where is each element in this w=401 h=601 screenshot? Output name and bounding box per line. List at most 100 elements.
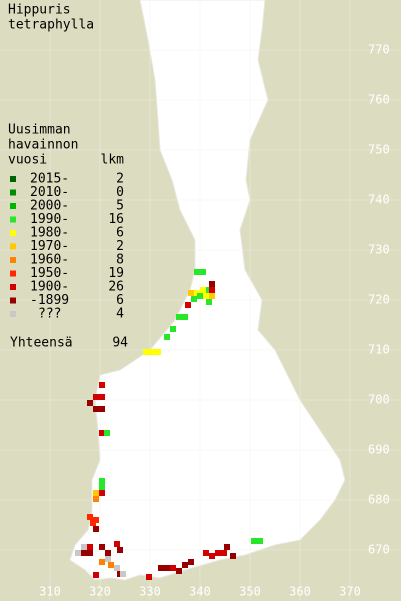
- legend-count: 4: [116, 307, 124, 322]
- observation-cell: [188, 559, 194, 565]
- legend-swatch: [10, 243, 16, 250]
- observation-cell: [170, 326, 176, 332]
- observation-cell: [114, 541, 120, 547]
- observation-cell: [194, 269, 200, 275]
- legend-label: 1900-: [30, 280, 69, 295]
- observation-cell: [146, 574, 152, 580]
- observation-cell: [257, 538, 263, 544]
- legend-count: 19: [108, 266, 124, 281]
- legend-count: 26: [108, 280, 124, 295]
- observation-cell: [99, 559, 105, 565]
- observation-cell: [164, 334, 170, 340]
- grid-label: 310: [39, 585, 61, 599]
- observation-cell: [105, 550, 111, 556]
- legend-heading: Uusimman: [8, 123, 71, 138]
- observation-cell: [203, 550, 209, 556]
- observation-cell: [117, 547, 123, 553]
- legend-count: 6: [116, 226, 124, 241]
- legend-label: 1980-: [30, 226, 69, 241]
- observation-cell: [108, 562, 114, 568]
- observation-cell: [158, 565, 164, 571]
- legend-count: 6: [116, 293, 124, 308]
- observation-cell: [182, 562, 188, 568]
- legend-swatch: [10, 176, 16, 182]
- grid-label: 770: [368, 43, 390, 57]
- observation-cell: [185, 302, 191, 308]
- grid-label: 730: [368, 243, 390, 257]
- observation-cell: [81, 544, 87, 550]
- grid-label: 680: [368, 493, 390, 507]
- observation-cell: [87, 544, 93, 550]
- observation-cell: [93, 394, 99, 400]
- observation-cell: [224, 544, 230, 550]
- legend-swatch: [10, 311, 16, 317]
- observation-cell: [176, 568, 182, 574]
- legend-heading: vuosi: [8, 153, 47, 168]
- grid-label: 340: [189, 585, 211, 599]
- observation-cell: [99, 382, 105, 388]
- observation-cell: [104, 430, 110, 436]
- legend-label: 2015-: [30, 172, 69, 187]
- legend-label: 2000-: [30, 199, 69, 214]
- observation-cell: [75, 550, 81, 556]
- observation-cell: [120, 571, 126, 577]
- observation-cell: [203, 293, 209, 299]
- grid-label: 700: [368, 393, 390, 407]
- observation-cell: [221, 550, 227, 556]
- observation-cell: [206, 299, 212, 305]
- observation-cell: [90, 520, 96, 526]
- grid-label: 760: [368, 93, 390, 107]
- legend-swatch: [10, 270, 16, 277]
- observation-cell: [87, 514, 93, 520]
- grid-label: 320: [89, 585, 111, 599]
- grid-label: 330: [139, 585, 161, 599]
- grid-label: 740: [368, 193, 390, 207]
- observation-cell: [99, 490, 105, 496]
- legend-label: 1970-: [30, 239, 69, 254]
- legend-label: 1960-: [30, 253, 69, 268]
- observation-cell: [209, 281, 215, 287]
- grid-label: 720: [368, 293, 390, 307]
- observation-cell: [176, 314, 182, 320]
- observation-cell: [99, 430, 105, 436]
- legend-heading: lkm: [101, 153, 125, 168]
- grid-label: 750: [368, 143, 390, 157]
- legend-swatch: [10, 297, 16, 304]
- legend-count: 5: [116, 199, 124, 214]
- grid-label: 370: [339, 585, 361, 599]
- observation-cell: [170, 565, 176, 571]
- title: tetraphylla: [8, 18, 94, 33]
- observation-cell: [99, 484, 105, 490]
- legend-label: 1990-: [30, 212, 69, 227]
- grid-label: 690: [368, 443, 390, 457]
- observation-cell: [197, 293, 203, 299]
- legend-swatch: [10, 189, 16, 196]
- observation-cell: [143, 349, 149, 355]
- observation-cell: [93, 406, 99, 412]
- observation-cell: [93, 526, 99, 532]
- observation-cell: [93, 496, 99, 502]
- grid-label: 670: [368, 543, 390, 557]
- legend-swatch: [10, 216, 16, 223]
- legend-count: 16: [108, 212, 124, 227]
- legend-swatch: [10, 284, 16, 290]
- observation-cell: [99, 406, 105, 412]
- observation-cell: [209, 287, 215, 293]
- observations: [75, 269, 263, 580]
- observation-cell: [215, 550, 221, 556]
- observation-cell: [87, 400, 93, 406]
- legend-count: 8: [116, 253, 124, 268]
- observation-cell: [81, 550, 87, 556]
- legend-swatch: [10, 203, 16, 209]
- legend-heading: havainnon: [8, 138, 78, 153]
- observation-cell: [105, 556, 111, 562]
- legend-swatch: [10, 230, 16, 236]
- observation-cell: [114, 565, 120, 571]
- observation-cell: [251, 538, 257, 544]
- observation-cell: [191, 296, 197, 302]
- title: Hippuris: [8, 3, 71, 18]
- grid-label: 360: [289, 585, 311, 599]
- legend-label: 1950-: [30, 266, 69, 281]
